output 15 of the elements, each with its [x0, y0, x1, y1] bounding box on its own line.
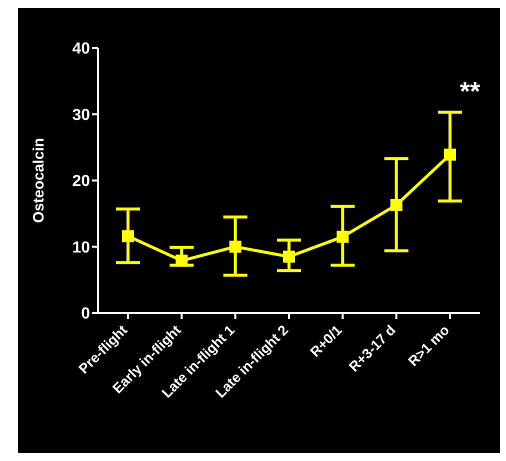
x-tick-label: R>1 mo: [404, 322, 452, 370]
y-tick-label: 0: [81, 306, 90, 323]
point: [283, 250, 295, 263]
point: [229, 240, 242, 253]
point: [390, 199, 402, 212]
y-tick-label: 30: [72, 106, 90, 124]
annotation: **: [458, 76, 482, 107]
y-axis-title: Osteocalcin: [30, 138, 48, 224]
point: [336, 230, 349, 243]
point: [444, 148, 456, 161]
y-tick-label: 10: [72, 239, 90, 256]
y-tick-label: 20: [72, 173, 90, 190]
y-tick-label: 40: [72, 40, 90, 58]
point: [122, 230, 134, 242]
point: [176, 254, 188, 267]
